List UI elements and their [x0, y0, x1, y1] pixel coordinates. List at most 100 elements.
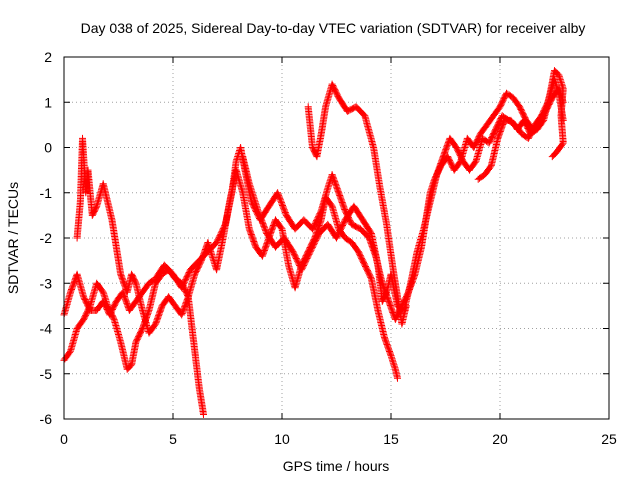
y-tick-label: 0 — [44, 140, 52, 156]
y-tick-label: -2 — [40, 230, 53, 246]
data-point — [357, 225, 372, 241]
y-tick-label: -5 — [40, 366, 53, 382]
data-point — [474, 172, 487, 183]
data-point — [239, 189, 253, 231]
data-point — [80, 293, 93, 313]
data-point — [112, 243, 124, 277]
data-point — [306, 231, 322, 256]
data-point — [341, 234, 354, 246]
data-point — [370, 144, 384, 191]
data-point — [354, 248, 368, 268]
data-point — [378, 290, 390, 305]
data-point — [520, 116, 534, 137]
y-tick-label: -3 — [40, 275, 53, 291]
data-point — [381, 334, 394, 358]
data-point — [490, 104, 503, 120]
data-point — [433, 154, 447, 179]
data-point — [492, 113, 505, 133]
x-tick-label: 10 — [274, 431, 290, 447]
series-trace-4 — [239, 76, 567, 314]
data-point — [516, 103, 529, 123]
data-point — [152, 303, 166, 328]
data-point — [540, 91, 554, 124]
data-point — [470, 131, 484, 151]
data-point — [426, 172, 440, 206]
data-point — [258, 235, 272, 260]
data-point — [254, 207, 270, 236]
data-point — [359, 216, 375, 236]
data-point — [73, 270, 87, 299]
data-point — [239, 153, 253, 186]
data-point — [527, 126, 540, 138]
data-point — [298, 249, 314, 274]
data-point — [533, 118, 547, 133]
data-point — [178, 267, 194, 292]
data-point — [361, 112, 377, 150]
data-point — [274, 189, 290, 218]
series-trace-5 — [304, 80, 410, 328]
data-point — [333, 217, 348, 242]
data-point — [213, 236, 227, 274]
x-axis: 0 5 10 15 20 25 — [60, 57, 617, 447]
data-point — [272, 216, 285, 232]
data-point — [132, 326, 146, 346]
data-point — [88, 204, 100, 219]
data-point — [420, 199, 434, 233]
data-point — [317, 104, 329, 138]
data-point — [191, 258, 205, 278]
data-point — [99, 180, 111, 204]
data-point — [391, 365, 401, 382]
data-point — [123, 362, 134, 373]
data-point — [335, 94, 351, 114]
data-point — [139, 281, 152, 296]
chart-title: Day 038 of 2025, Sidereal Day-to-day VTE… — [81, 20, 586, 36]
data-point — [191, 347, 203, 390]
data-point — [466, 158, 479, 174]
data-point — [132, 279, 146, 313]
data-point — [328, 171, 342, 195]
data-point — [145, 276, 158, 287]
data-point — [350, 202, 366, 223]
data-point — [450, 158, 464, 174]
data-point — [376, 184, 390, 227]
y-axis: -6 -5 -4 -3 -2 -1 0 1 2 — [40, 49, 609, 427]
data-point — [503, 89, 516, 101]
data-point — [335, 189, 349, 213]
data-point — [531, 113, 544, 129]
data-point — [280, 234, 296, 254]
data-point — [413, 227, 427, 256]
data-point — [67, 326, 81, 355]
data-point — [73, 317, 87, 332]
data-point — [328, 80, 342, 100]
data-point — [481, 163, 494, 179]
data-point — [452, 144, 466, 164]
y-tick-label: -6 — [40, 411, 53, 427]
y-tick-label: 2 — [44, 49, 52, 65]
data-point — [117, 338, 131, 372]
y-tick-label: 1 — [44, 94, 52, 110]
data-point — [546, 68, 558, 97]
data-point — [145, 281, 159, 314]
data-point — [348, 239, 361, 254]
series-trace-6 — [474, 67, 567, 183]
x-tick-label: 20 — [492, 431, 508, 447]
data-point — [367, 275, 382, 313]
y-tick-label: -4 — [40, 321, 53, 337]
data-point — [348, 220, 363, 232]
data-point — [407, 249, 421, 287]
data-point — [367, 230, 382, 268]
data-point — [446, 134, 459, 150]
data-point — [152, 262, 167, 283]
data-point — [304, 103, 316, 150]
data-point — [263, 230, 279, 250]
data-point — [160, 261, 176, 277]
data-point — [374, 306, 388, 340]
data-point — [60, 290, 74, 319]
data-point — [73, 199, 84, 242]
data-point — [322, 193, 335, 209]
data-point — [551, 67, 562, 78]
data-point — [145, 321, 159, 337]
x-tick-label: 25 — [601, 431, 617, 447]
x-axis-label: GPS time / hours — [283, 458, 390, 474]
